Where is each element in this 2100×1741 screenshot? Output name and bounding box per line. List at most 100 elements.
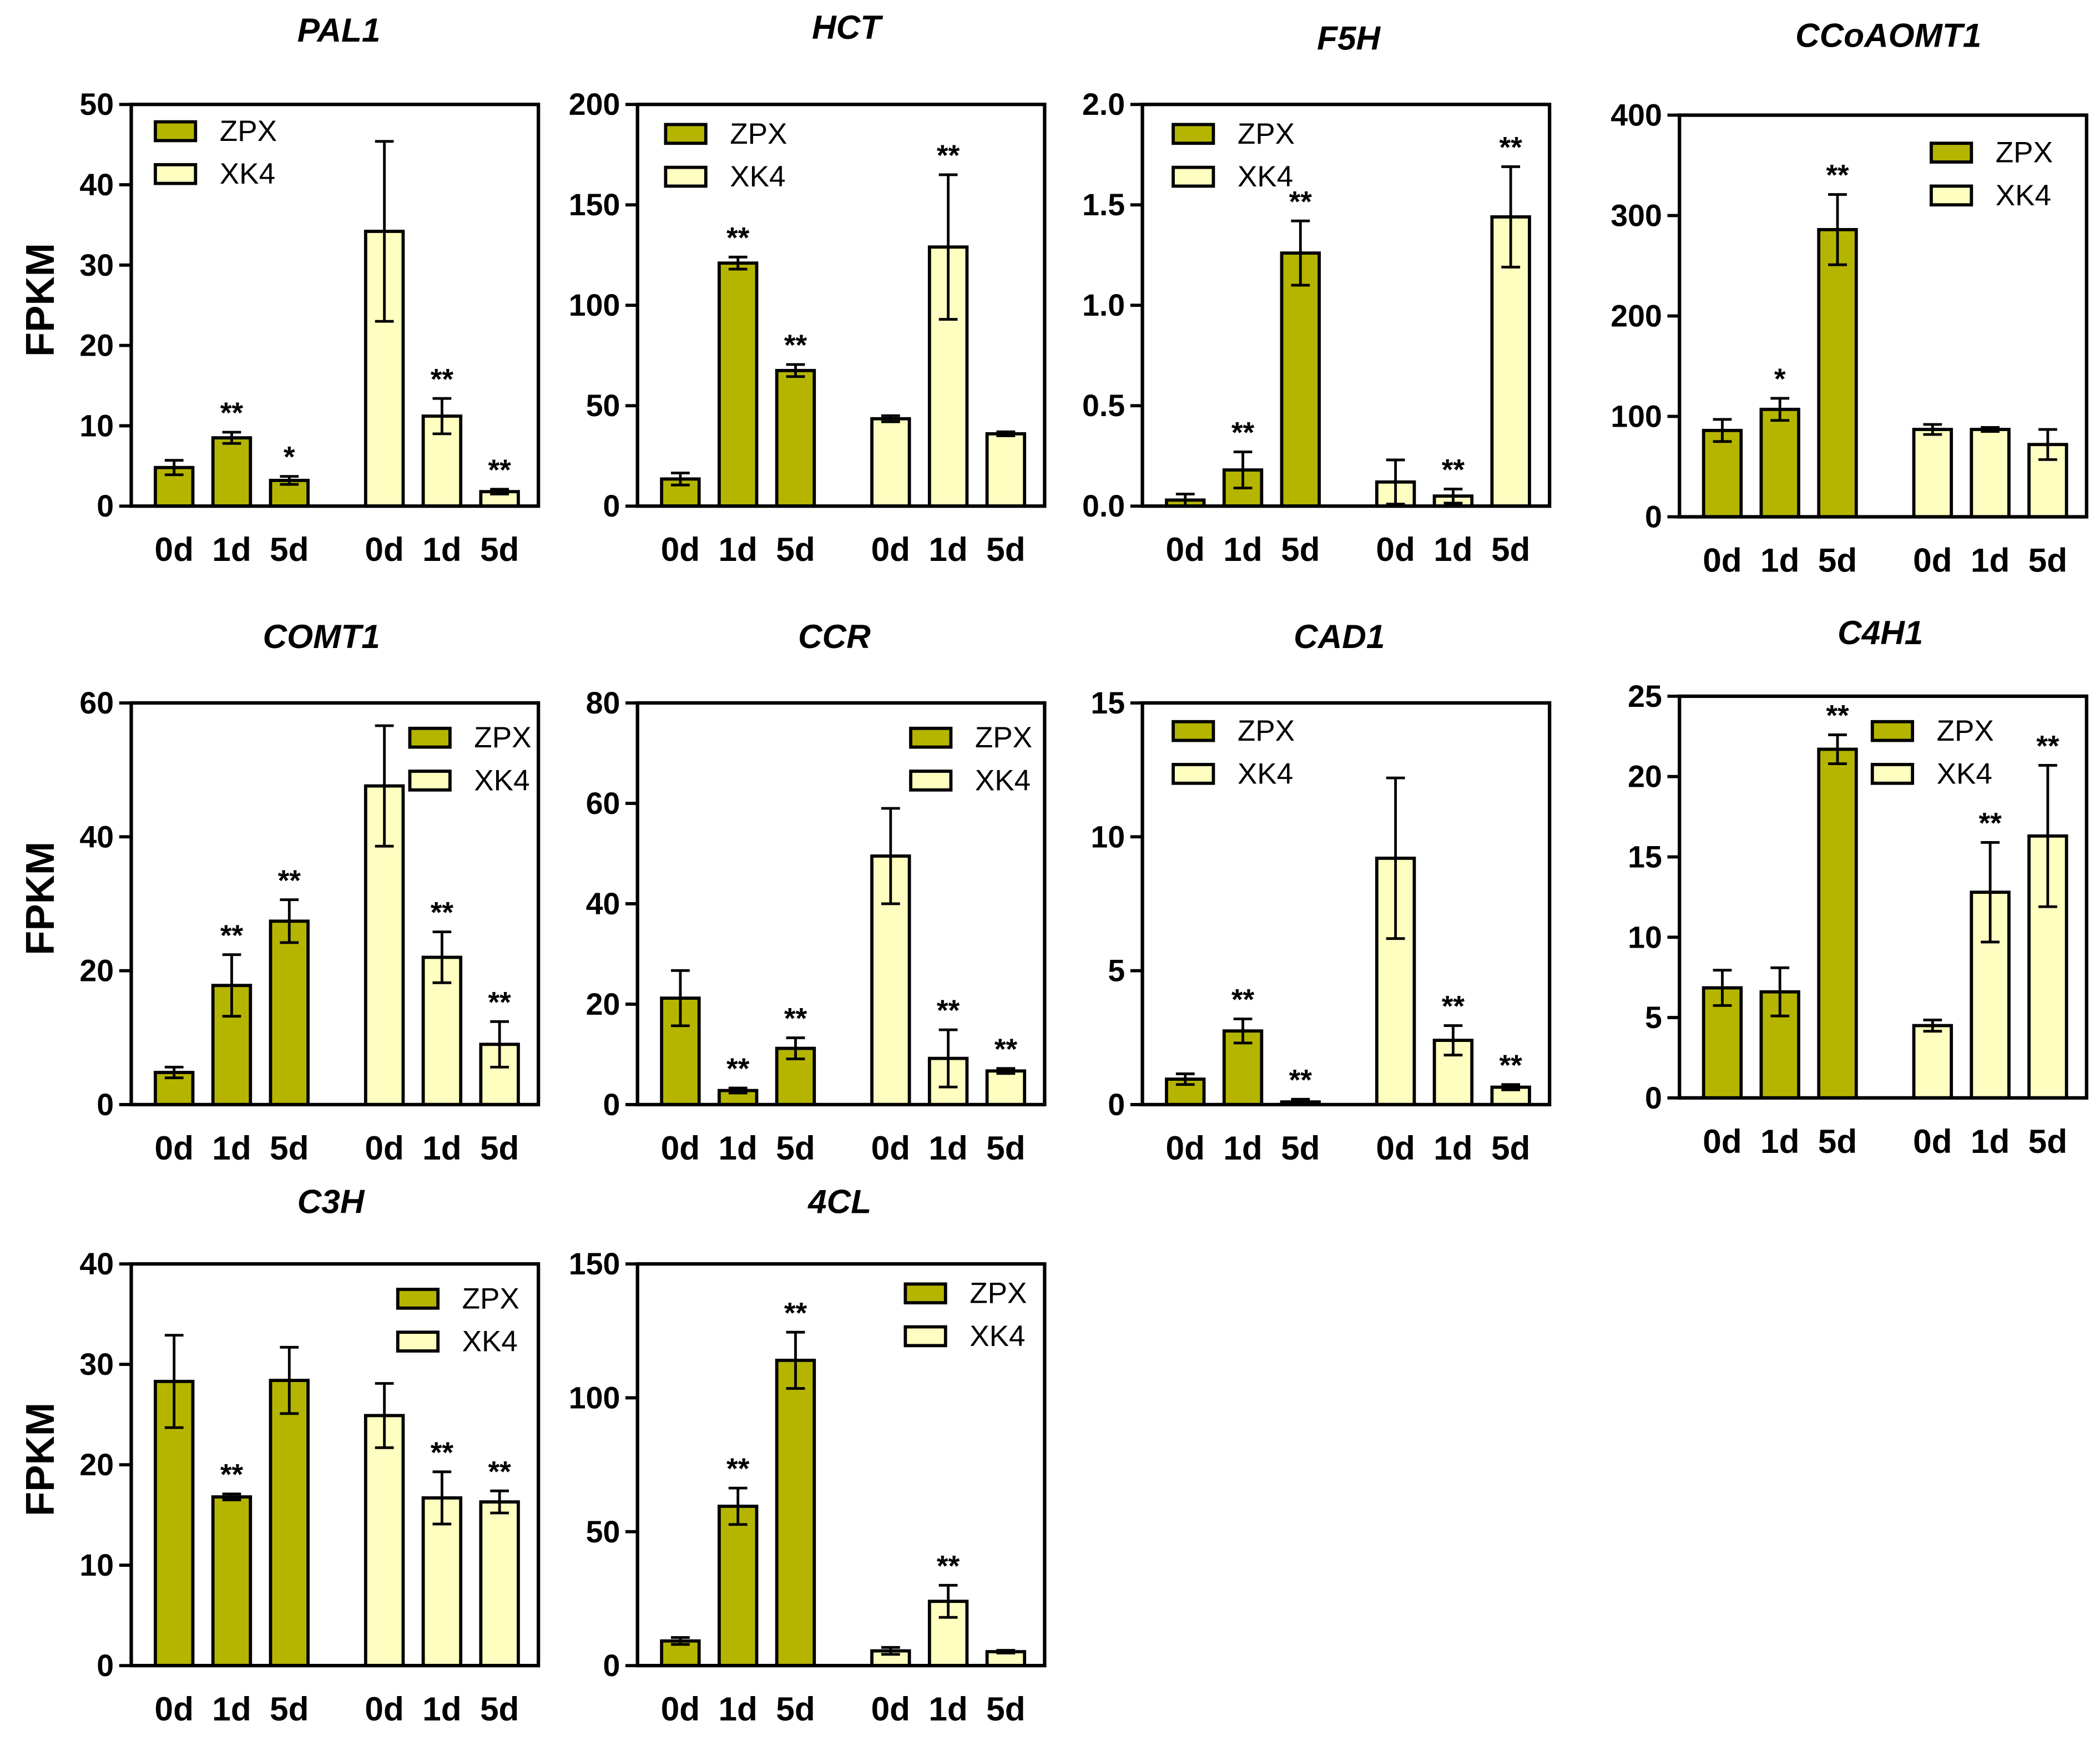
error-bar-xk4-0d: [1386, 458, 1405, 506]
significance-zpx-5d: **: [1289, 185, 1312, 218]
xtick-label-zpx-5d: 5d: [270, 530, 309, 568]
significance-xk4-5d: **: [488, 1455, 511, 1488]
error-bar-xk4-5d: [996, 1067, 1016, 1075]
chart-title: C4H1: [1837, 614, 1923, 651]
ytick-label: 0: [1645, 500, 1662, 534]
xtick-label-zpx-5d: 5d: [1281, 530, 1320, 568]
ytick-label: 80: [586, 686, 620, 720]
ytick-label: 0: [1108, 1087, 1125, 1122]
significance-xk4-1d: **: [937, 994, 960, 1027]
legend-label-zpx: ZPX: [1238, 715, 1295, 747]
bar-xk4-0d: [1912, 1024, 1953, 1100]
significance-xk4-1d: **: [1978, 807, 2002, 840]
bar-xk4-0d: [870, 417, 911, 508]
error-bar-xk4-1d: [1443, 488, 1463, 505]
legend-label-xk4: XK4: [1996, 179, 2051, 212]
error-bar-zpx-5d: [1828, 733, 1847, 765]
legend-swatch-xk4: [903, 1325, 947, 1348]
legend-swatch-xk4: [664, 165, 708, 188]
xtick-label-xk4-5d: 5d: [2028, 541, 2067, 579]
significance-zpx-1d: **: [726, 1452, 750, 1485]
significance-zpx-5d: **: [1826, 700, 1849, 732]
xtick-label-zpx-1d: 1d: [1760, 1122, 1799, 1160]
ytick-label: 60: [79, 686, 114, 720]
bar-zpx-5d: [1280, 251, 1321, 508]
legend: ZPX XK4: [408, 721, 532, 797]
error-bar-zpx-0d: [164, 1334, 184, 1429]
significance-zpx-5d: **: [1289, 1064, 1312, 1096]
panel-ccoaomt1: 0d * 1d ** 5d 0d 1d 5d 0 100 200 300 400 ZPX XK4 CCoAOM…: [1611, 16, 2089, 579]
xtick-label-xk4-1d: 1d: [1433, 530, 1472, 568]
plot-frame: [1140, 103, 1552, 508]
significance-xk4-1d: **: [937, 1550, 960, 1582]
xtick-label-xk4-1d: 1d: [422, 530, 461, 568]
significance-xk4-1d: **: [937, 139, 960, 172]
error-bar-xk4-0d: [375, 140, 394, 323]
legend-swatch-zpx: [1870, 720, 1915, 742]
error-bar-xk4-0d: [881, 807, 900, 905]
significance-xk4-1d: **: [431, 363, 454, 396]
legend-label-xk4: XK4: [462, 1325, 518, 1358]
legend: ZPX XK4: [1172, 715, 1295, 790]
legend-label-xk4: XK4: [220, 158, 275, 190]
ytick-label: 1.0: [1082, 288, 1125, 322]
xtick-label-xk4-0d: 0d: [1376, 1129, 1415, 1167]
legend-label-xk4: XK4: [975, 764, 1031, 797]
error-bar-zpx-1d: [1233, 1018, 1253, 1045]
ytick-label: 0.0: [1082, 489, 1125, 523]
error-bar-zpx-0d: [671, 472, 690, 487]
significance-zpx-5d: **: [784, 329, 807, 362]
ytick-label: 20: [79, 954, 114, 988]
plot-frame: [129, 701, 541, 1107]
xtick-label-xk4-0d: 0d: [1913, 1122, 1952, 1160]
legend-swatch-xk4: [1172, 165, 1215, 188]
legend-label-zpx: ZPX: [220, 115, 277, 148]
xtick-label-zpx-0d: 0d: [661, 1129, 700, 1167]
xtick-label-zpx-1d: 1d: [212, 530, 251, 568]
error-bar-zpx-1d: [728, 1086, 748, 1095]
xtick-label-xk4-5d: 5d: [480, 530, 519, 568]
xtick-label-zpx-0d: 0d: [661, 1690, 700, 1728]
panel-4cl: 0d ** 1d ** 5d 0d ** 1d 5d 0 50 100 150 ZPX XK4 4CL: [569, 1182, 1047, 1728]
legend-swatch-zpx: [1930, 141, 1973, 164]
panel-hct: 0d ** 1d ** 5d 0d ** 1d 5d 0 50 100 150 200 ZPX XK4 HCT: [569, 8, 1047, 568]
xtick-label-xk4-5d: 5d: [480, 1690, 519, 1728]
ytick-label: 100: [569, 1380, 620, 1415]
xtick-label-zpx-5d: 5d: [776, 1129, 815, 1167]
xtick-label-xk4-1d: 1d: [928, 1129, 967, 1167]
ytick-label: 40: [79, 168, 114, 202]
xtick-label-zpx-1d: 1d: [719, 1129, 758, 1167]
bar-zpx-5d: [269, 919, 310, 1106]
plot-frame: [1678, 694, 2089, 1100]
ytick-label: 20: [1628, 760, 1662, 794]
xtick-label-zpx-5d: 5d: [1818, 541, 1857, 579]
xtick-label-zpx-5d: 5d: [776, 530, 815, 568]
xtick-label-xk4-5d: 5d: [1491, 1129, 1530, 1167]
error-bar-zpx-1d: [222, 1492, 241, 1501]
ytick-label: 30: [79, 248, 114, 282]
bar-xk4-5d: [985, 432, 1027, 508]
significance-xk4-1d: **: [1442, 990, 1465, 1023]
legend: ZPX XK4: [1930, 136, 2053, 212]
ytick-label: 1.5: [1082, 188, 1125, 222]
error-bar-zpx-5d: [1828, 193, 1847, 266]
xtick-label-xk4-0d: 0d: [1913, 541, 1952, 579]
xtick-label-zpx-1d: 1d: [212, 1690, 251, 1728]
chart-title: CAD1: [1294, 618, 1385, 655]
xtick-label-zpx-0d: 0d: [661, 530, 700, 568]
xtick-label-xk4-1d: 1d: [928, 530, 967, 568]
error-bar-xk4-1d: [938, 1028, 958, 1089]
ytick-label: 50: [79, 87, 114, 122]
error-bar-xk4-5d: [2038, 764, 2057, 908]
legend-swatch-zpx: [408, 726, 452, 749]
bar-zpx-5d: [269, 1379, 310, 1667]
plot-frame: [1140, 701, 1552, 1107]
ytick-label: 150: [569, 1247, 620, 1281]
error-bar-zpx-5d: [1291, 219, 1310, 287]
error-bar-zpx-5d: [786, 1036, 805, 1061]
significance-zpx-1d: **: [726, 1052, 750, 1085]
error-bar-xk4-5d: [490, 488, 509, 495]
error-bar-zpx-1d: [1770, 397, 1790, 422]
significance-zpx-5d: **: [784, 1003, 807, 1035]
bar-zpx-0d: [1702, 428, 1743, 519]
